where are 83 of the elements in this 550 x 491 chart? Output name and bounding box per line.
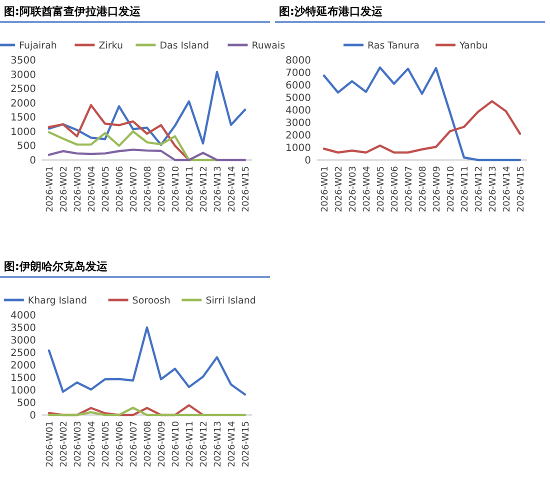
legend-label: Soroosh bbox=[132, 296, 170, 306]
x-tick-label: 2026-W05 bbox=[102, 166, 112, 212]
y-tick-label: 2000 bbox=[286, 130, 311, 142]
x-tick-label: 2026-W01 bbox=[320, 166, 330, 212]
y-tick-label: 2000 bbox=[10, 360, 36, 372]
legend-label: Ruwais bbox=[252, 40, 286, 52]
y-tick-label: 1000 bbox=[10, 386, 36, 396]
legend-label: Sirri Island bbox=[206, 296, 256, 306]
x-tick-label: 2026-W10 bbox=[446, 166, 456, 212]
y-tick-label: 0 bbox=[304, 156, 311, 166]
x-tick-label: 2026-W12 bbox=[474, 166, 484, 212]
x-tick-label: 2026-W10 bbox=[172, 420, 182, 468]
y-tick-label: 1000 bbox=[10, 126, 36, 138]
x-tick-label: 2026-W11 bbox=[460, 166, 470, 212]
x-tick-label: 2026-W02 bbox=[60, 421, 70, 468]
x-tick-label: 2026-W07 bbox=[130, 166, 140, 212]
legend-label: Das Island bbox=[160, 40, 210, 52]
x-tick-label: 2026-W02 bbox=[334, 166, 344, 212]
y-tick-label: 500 bbox=[16, 398, 36, 409]
x-tick-label: 2026-W11 bbox=[186, 166, 196, 212]
legend-label: Zirku bbox=[98, 40, 123, 52]
x-tick-label: 2026-W11 bbox=[186, 421, 196, 468]
y-tick-label: 3000 bbox=[286, 118, 311, 129]
y-tick-label: 3500 bbox=[10, 323, 36, 334]
y-tick-label: 500 bbox=[16, 141, 36, 152]
x-tick-label: 2026-W13 bbox=[214, 166, 224, 212]
x-tick-label: 2026-W06 bbox=[390, 166, 400, 212]
y-tick-label: 3500 bbox=[10, 56, 36, 66]
x-tick-label: 2026-W15 bbox=[242, 421, 252, 468]
x-tick-label: 2026-W03 bbox=[74, 166, 84, 212]
x-tick-label: 2026-W14 bbox=[228, 166, 238, 212]
x-tick-label: 2026-W12 bbox=[200, 421, 210, 468]
y-tick-label: 4000 bbox=[286, 106, 311, 116]
y-tick-label: 2500 bbox=[10, 348, 36, 359]
x-tick-label: 2026-W07 bbox=[404, 166, 414, 212]
x-tick-label: 2026-W10 bbox=[172, 166, 182, 212]
y-tick-label: 1500 bbox=[10, 373, 36, 384]
x-tick-label: 2026-W14 bbox=[502, 166, 512, 212]
x-tick-label: 2026-W01 bbox=[46, 166, 56, 212]
y-tick-label: 3000 bbox=[10, 70, 36, 81]
x-tick-label: 2026-W03 bbox=[348, 166, 358, 212]
y-tick-label: 2500 bbox=[10, 84, 36, 96]
x-tick-label: 2026-W09 bbox=[158, 420, 168, 468]
x-tick-label: 2026-W09 bbox=[432, 166, 442, 212]
y-tick-label: 4000 bbox=[10, 310, 36, 322]
legend-label: Ras Tanura bbox=[368, 40, 420, 52]
x-tick-label: 2026-W01 bbox=[46, 421, 56, 468]
x-tick-label: 2026-W06 bbox=[116, 166, 126, 212]
x-tick-label: 2026-W08 bbox=[418, 166, 428, 212]
x-tick-label: 2026-W13 bbox=[214, 421, 224, 468]
x-tick-label: 2026-W14 bbox=[228, 420, 238, 468]
x-tick-label: 2026-W06 bbox=[116, 420, 126, 468]
y-tick-label: 8000 bbox=[286, 56, 311, 66]
legend-label: Fujairah bbox=[19, 40, 57, 52]
y-tick-label: 1000 bbox=[286, 143, 311, 154]
x-tick-label: 2026-W08 bbox=[144, 166, 154, 212]
x-tick-label: 2026-W04 bbox=[362, 166, 372, 212]
y-tick-label: 0 bbox=[30, 410, 36, 422]
x-tick-label: 2026-W05 bbox=[102, 421, 112, 468]
x-tick-label: 2026-W15 bbox=[242, 166, 252, 212]
x-tick-label: 2026-W09 bbox=[158, 166, 168, 212]
y-tick-label: 0 bbox=[30, 156, 36, 166]
x-tick-label: 2026-W07 bbox=[130, 421, 140, 468]
x-tick-label: 2026-W04 bbox=[88, 166, 98, 212]
y-tick-label: 6000 bbox=[286, 80, 311, 92]
x-tick-label: 2026-W03 bbox=[74, 421, 84, 468]
y-tick-label: 3000 bbox=[10, 336, 36, 346]
y-tick-label: 2000 bbox=[10, 98, 36, 110]
chart-title: 图:沙特延布港口发运 bbox=[279, 5, 384, 18]
legend-label: Kharg Island bbox=[28, 296, 88, 306]
x-tick-label: 2026-W04 bbox=[88, 420, 98, 468]
x-tick-label: 2026-W02 bbox=[60, 166, 70, 212]
x-tick-label: 2026-W12 bbox=[200, 166, 210, 212]
x-tick-label: 2026-W13 bbox=[488, 166, 498, 212]
legend-label: Yanbu bbox=[458, 40, 488, 52]
y-tick-label: 5000 bbox=[286, 93, 311, 104]
x-tick-label: 2026-W05 bbox=[376, 166, 386, 212]
x-tick-label: 2026-W15 bbox=[516, 166, 526, 212]
y-tick-label: 1500 bbox=[10, 112, 36, 124]
chart-title: 图:阿联酋富查伊拉港口发运 bbox=[4, 5, 142, 18]
chart-title: 图:伊朗哈尔克岛发运 bbox=[4, 260, 108, 273]
y-tick-label: 7000 bbox=[286, 68, 311, 79]
x-tick-label: 2026-W08 bbox=[144, 420, 154, 468]
